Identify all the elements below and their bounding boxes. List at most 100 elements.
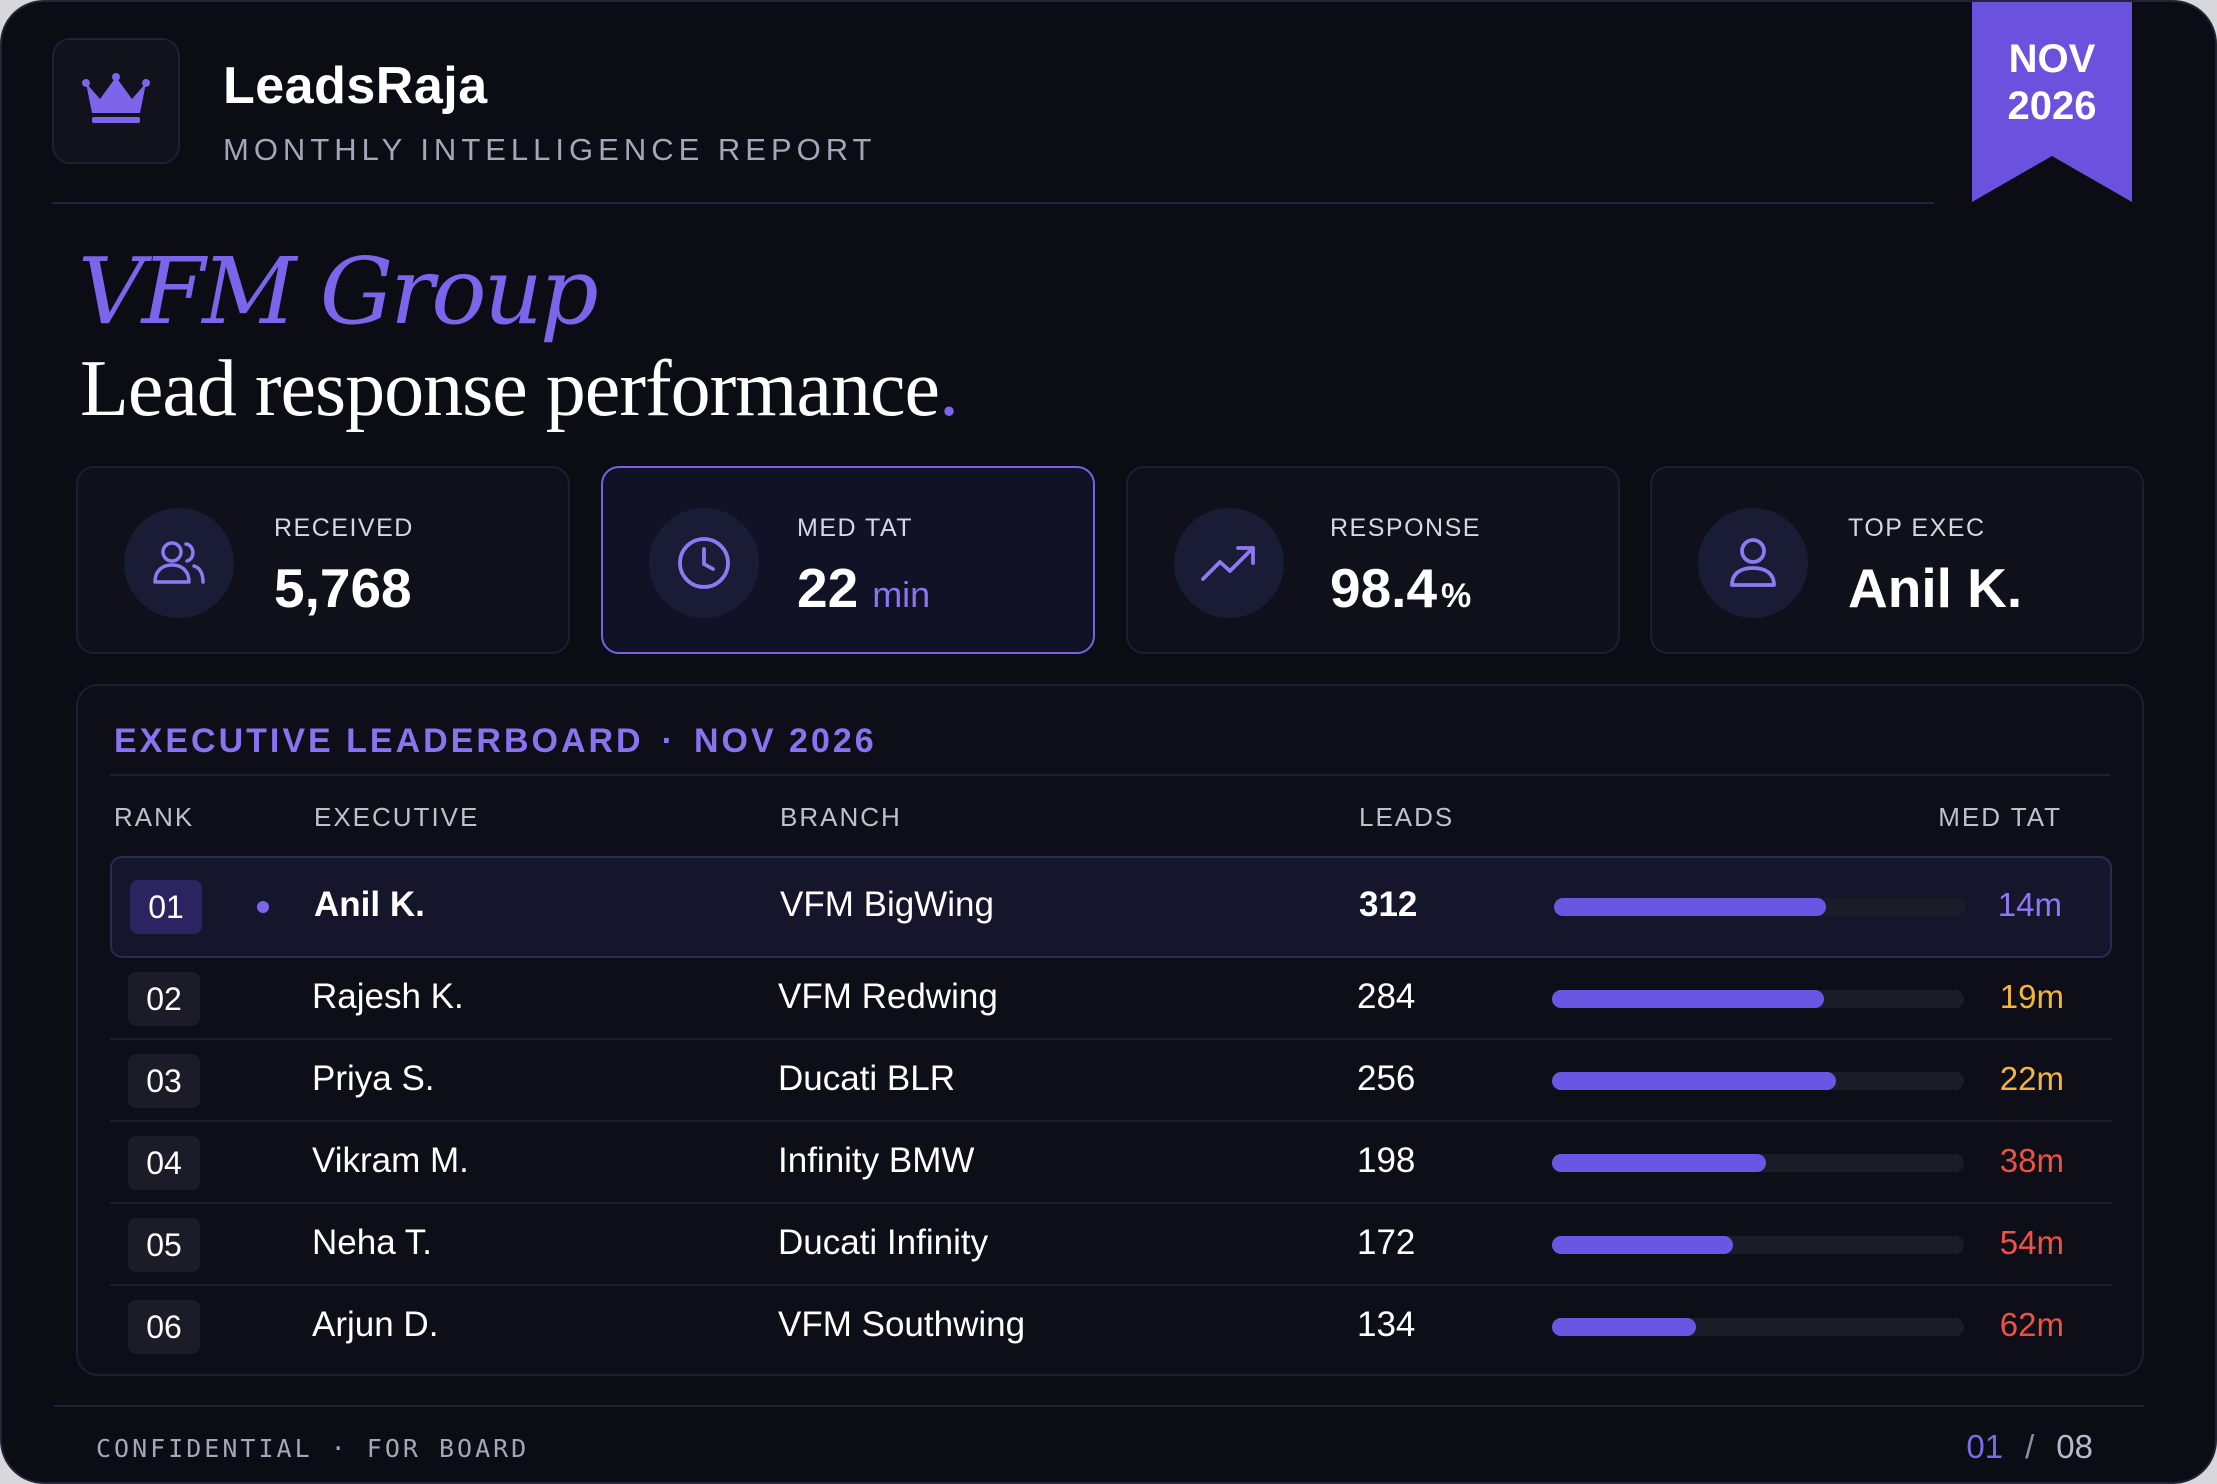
group-title: VFM Group (78, 238, 599, 345)
stat-response: RESPONSE 98.4% (1126, 466, 1620, 654)
page-current: 01 (1966, 1428, 2004, 1465)
stat-label: MED TAT (797, 514, 914, 542)
branch-name: VFM Southwing (778, 1305, 1026, 1344)
page-indicator: 01 / 08 (1966, 1428, 2093, 1466)
stat-value: 98.4% (1330, 556, 1471, 620)
column-header-executive: EXECUTIVE (314, 802, 480, 832)
page-total: 08 (2056, 1428, 2093, 1465)
med-tat-value: 62m (1999, 1306, 2064, 1343)
stat-unit: min (872, 574, 931, 615)
executive-leaderboard: EXECUTIVE LEADERBOARD · NOV 2026 RANK EXEC… (76, 684, 2144, 1376)
med-tat-value: 14m (1997, 886, 2062, 923)
stat-received: RECEIVED 5,768 (76, 466, 570, 654)
branch-name: Ducati BLR (778, 1059, 956, 1098)
executive-name: Rajesh K. (312, 977, 464, 1016)
page-separator: / (2025, 1428, 2035, 1465)
table-row[interactable]: 06 Arjun D. VFM Southwing 134 62m (110, 1286, 2112, 1368)
stat-top-exec: TOP EXEC Anil K. (1650, 466, 2144, 654)
leaderboard-title-text: EXECUTIVE LEADERBOARD (114, 722, 644, 760)
table-row[interactable]: 04 Vikram M. Infinity BMW 198 38m (110, 1122, 2112, 1204)
trend-up-icon (1174, 508, 1284, 618)
report-subtitle: MONTHLY INTELLIGENCE REPORT (223, 132, 877, 167)
lead-count: 134 (1357, 1305, 1416, 1344)
rank-badge: 05 (128, 1218, 200, 1272)
executive-name: Arjun D. (312, 1305, 439, 1344)
users-icon (124, 508, 234, 618)
table-row[interactable]: 05 Neha T. Ducati Infinity 172 54m (110, 1204, 2112, 1286)
rank-badge: 03 (128, 1054, 200, 1108)
column-header-rank: RANK (114, 802, 195, 832)
leads-bar-fill (1552, 1072, 1837, 1090)
rank-badge: 04 (128, 1136, 200, 1190)
header-divider (52, 202, 1934, 204)
leaderboard-title: EXECUTIVE LEADERBOARD · NOV 2026 (114, 722, 877, 761)
stat-value: 22 min (797, 556, 930, 620)
page-title-text: Lead response performance (80, 345, 940, 433)
stat-value-number: 98.4 (1330, 557, 1438, 619)
rank-badge: 02 (128, 972, 200, 1026)
stat-value: 5,768 (274, 556, 412, 620)
confidential-label: CONFIDENTIAL · FOR BOARD (96, 1434, 530, 1463)
med-tat-value: 54m (1999, 1224, 2064, 1261)
med-tat-value: 19m (1999, 978, 2064, 1015)
leads-bar-track (1552, 1318, 1964, 1336)
date-ribbon: NOV 2026 (1972, 2, 2132, 202)
leads-bar-track (1552, 990, 1964, 1008)
page-title: Lead response performance. (80, 344, 959, 435)
leads-bar-track (1552, 1072, 1964, 1090)
table-row[interactable]: 03 Priya S. Ducati BLR 256 22m (110, 1040, 2112, 1122)
stat-med-tat: MED TAT 22 min (601, 466, 1095, 654)
branch-name: VFM BigWing (780, 885, 994, 924)
lead-count: 172 (1357, 1223, 1416, 1262)
leads-bar-track (1554, 898, 1966, 916)
rank-badge: 01 (130, 880, 202, 934)
branch-name: Infinity BMW (778, 1141, 975, 1180)
med-tat-value: 22m (1999, 1060, 2064, 1097)
executive-name: Vikram M. (312, 1141, 469, 1180)
column-header-med-tat: MED TAT (1938, 802, 2062, 832)
lead-count: 256 (1357, 1059, 1416, 1098)
leaderboard-divider (110, 774, 2110, 776)
title-accent-dot: . (938, 345, 959, 433)
leaderboard-title-separator: · (661, 722, 676, 760)
brand-name: LeadsRaja (223, 57, 488, 115)
lead-count: 284 (1357, 977, 1416, 1016)
leads-bar-track (1552, 1236, 1964, 1254)
branch-name: VFM Redwing (778, 977, 998, 1016)
executive-name: Anil K. (314, 885, 425, 924)
leads-bar-fill (1554, 898, 1826, 916)
branch-name: Ducati Infinity (778, 1223, 989, 1262)
rank-badge: 06 (128, 1300, 200, 1354)
stat-value-number: Anil K. (1848, 557, 2023, 619)
stat-label: TOP EXEC (1848, 514, 1986, 542)
footer-divider (54, 1405, 2144, 1407)
table-row[interactable]: 02 Rajesh K. VFM Redwing 284 19m (110, 958, 2112, 1040)
lead-count: 312 (1359, 885, 1418, 924)
stat-value: Anil K. (1848, 556, 2022, 620)
stat-value-number: 5,768 (274, 557, 412, 619)
executive-name: Neha T. (312, 1223, 432, 1262)
logo (52, 38, 180, 164)
leads-bar-fill (1552, 1154, 1767, 1172)
stat-label: RECEIVED (274, 514, 414, 542)
user-icon (1698, 508, 1808, 618)
column-header-leads: LEADS (1359, 802, 1455, 832)
stat-value-number: 22 (797, 557, 859, 619)
lead-count: 198 (1357, 1141, 1416, 1180)
crown-icon (80, 71, 152, 132)
column-header-branch: BRANCH (780, 802, 902, 832)
clock-icon (649, 508, 759, 618)
leaderboard-period: NOV 2026 (693, 722, 877, 760)
med-tat-value: 38m (1999, 1142, 2064, 1179)
leads-bar-fill (1552, 1236, 1734, 1254)
leads-bar-fill (1552, 1318, 1697, 1336)
top-rank-indicator (257, 901, 269, 913)
stat-unit: % (1441, 577, 1472, 615)
ribbon-year: 2026 (2007, 84, 2097, 128)
executive-name: Priya S. (312, 1059, 435, 1098)
table-row[interactable]: 01 Anil K. VFM BigWing 312 14m (110, 856, 2112, 958)
stat-label: RESPONSE (1330, 514, 1481, 542)
leads-bar-fill (1552, 990, 1824, 1008)
ribbon-month: NOV (2008, 37, 2096, 81)
